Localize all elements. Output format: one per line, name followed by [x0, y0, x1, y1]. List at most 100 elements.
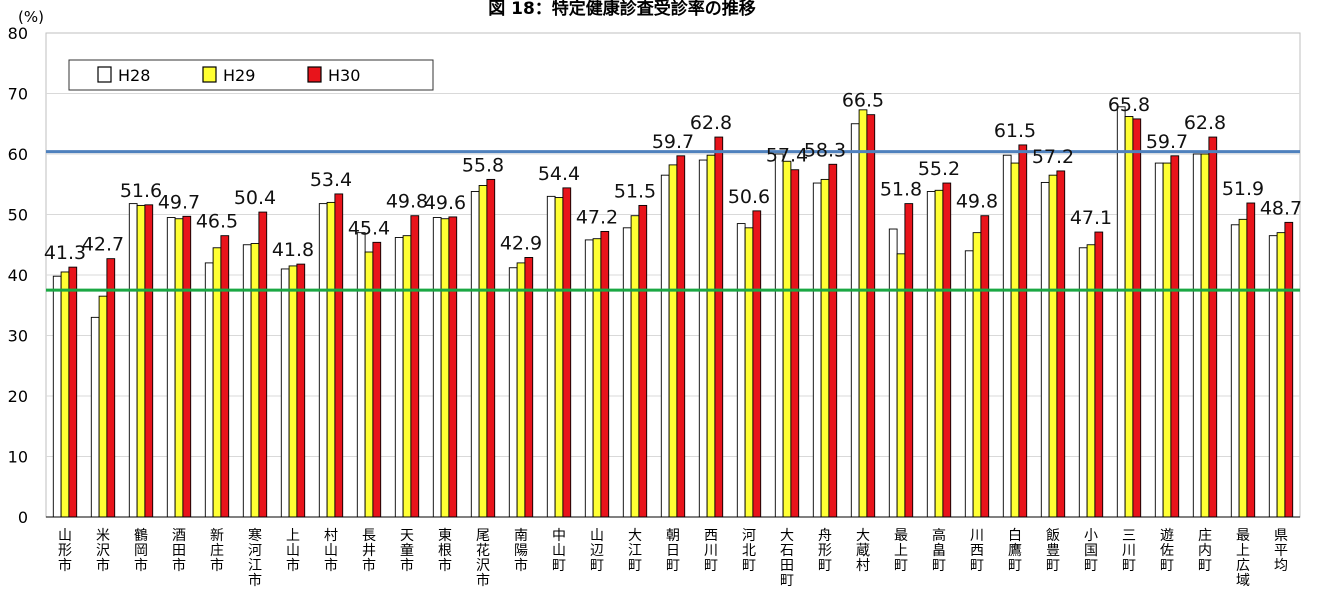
bar-H30-遊佐町: [1170, 155, 1180, 518]
data-label: 42.9: [500, 232, 542, 254]
category-label: 川西町: [970, 528, 984, 574]
data-label: 57.4: [766, 145, 808, 167]
bar-H29-新庄市: [212, 247, 222, 518]
data-label: 51.5: [614, 180, 656, 202]
bar-H28-寒河江市: [242, 244, 252, 518]
bar-H30-中山町: [562, 187, 572, 518]
bar-H28-大石田町: [774, 153, 784, 518]
data-label: 49.6: [424, 192, 466, 214]
category-label: 三川町: [1122, 528, 1136, 574]
category-label: 河北町: [742, 528, 756, 574]
bar-H28-山辺町: [584, 239, 594, 518]
category-label: 山辺町: [590, 528, 604, 574]
category-label: 小国町: [1084, 528, 1098, 574]
bar-H29-大江町: [630, 215, 640, 518]
bar-H30-大石田町: [790, 169, 800, 518]
bar-H28-大蔵村: [850, 123, 860, 518]
bar-H30-舟形町: [828, 163, 838, 518]
data-label: 62.8: [1184, 112, 1226, 134]
bars-group: [52, 106, 1294, 518]
bar-H30-大蔵村: [866, 114, 876, 518]
bar-H29-鶴岡市: [136, 204, 146, 518]
bar-H29-朝日町: [668, 164, 678, 518]
bar-H28-大江町: [622, 227, 632, 518]
bar-H28-山形市: [52, 275, 62, 518]
bar-H28-上山市: [280, 268, 290, 518]
category-label: 酒田市: [172, 528, 186, 574]
category-label: 上山市: [286, 528, 300, 574]
bar-H30-白鷹町: [1018, 144, 1028, 518]
data-label: 54.4: [538, 163, 580, 185]
category-label: 県平均: [1274, 528, 1288, 574]
data-label: 53.4: [310, 169, 352, 191]
legend-swatch-H29: [202, 66, 217, 83]
bar-H30-最上町: [904, 203, 914, 518]
bar-H30-飯豊町: [1056, 170, 1066, 518]
bar-H28-鶴岡市: [128, 203, 138, 518]
bar-H29-大石田町: [782, 160, 792, 518]
data-label: 42.7: [82, 234, 124, 256]
bar-H29-遊佐町: [1162, 162, 1172, 518]
data-label: 46.5: [196, 211, 238, 233]
bar-H30-大江町: [638, 204, 648, 518]
category-label: 山形市: [58, 528, 72, 574]
bar-H29-白鷹町: [1010, 162, 1020, 518]
data-label: 66.5: [842, 90, 884, 112]
data-label: 49.7: [158, 191, 200, 213]
bar-H28-村山市: [318, 203, 328, 518]
bar-H29-尾花沢市: [478, 185, 488, 518]
bar-H30-山辺町: [600, 230, 610, 518]
bar-H29-舟形町: [820, 178, 830, 518]
bar-H29-高畠町: [934, 189, 944, 518]
bar-H30-県平均: [1284, 221, 1294, 518]
bar-H30-最上広域: [1246, 202, 1256, 518]
category-label: 米沢市: [96, 528, 110, 574]
legend-label: H28: [118, 66, 150, 85]
category-label: 舟形町: [818, 528, 832, 574]
bar-H30-天童市: [410, 215, 420, 518]
data-label: 41.3: [44, 242, 86, 264]
legend-swatch-H30: [307, 66, 322, 83]
category-label: 村山市: [324, 528, 338, 574]
legend: H28 H29 H30: [68, 59, 434, 91]
data-label: 59.7: [652, 131, 694, 153]
bar-H28-天童市: [394, 237, 404, 518]
bar-H28-最上町: [888, 228, 898, 518]
bar-H29-大蔵村: [858, 109, 868, 518]
legend-label: H30: [328, 66, 360, 85]
bar-H29-最上町: [896, 253, 906, 518]
data-label: 57.2: [1032, 146, 1074, 168]
bar-H30-村山市: [334, 193, 344, 518]
bar-H30-山形市: [68, 266, 78, 518]
bar-H29-天童市: [402, 235, 412, 518]
data-labels: 41.342.7 51.649.746.550.4 41.8 53.4 45.4 49.8…: [44, 90, 1302, 264]
category-label: 鶴岡市: [134, 527, 148, 574]
bar-H28-南陽市: [508, 267, 518, 518]
data-label: 51.6: [120, 180, 162, 202]
bar-H29-山形市: [60, 271, 70, 518]
category-label: 南陽市: [514, 528, 528, 574]
bar-H28-長井市: [356, 232, 366, 518]
bar-H28-酒田市: [166, 217, 176, 518]
data-label: 41.8: [272, 239, 314, 261]
category-label: 中山町: [552, 528, 566, 574]
y-tick-label: 80: [8, 24, 28, 43]
legend-box: [68, 59, 434, 91]
category-label: 東根市: [438, 528, 452, 574]
category-label: 最上広域: [1236, 528, 1250, 589]
data-label: 45.4: [348, 217, 390, 239]
y-tick-label: 30: [8, 327, 28, 346]
y-tick-label: 10: [8, 448, 28, 467]
data-label: 61.5: [994, 120, 1036, 142]
bar-H30-新庄市: [220, 235, 230, 518]
bar-H30-上山市: [296, 263, 306, 518]
category-label: 飯豊町: [1046, 527, 1060, 574]
category-labels: 山形市 米沢市 鶴岡市 酒田市 新庄市 寒河江市 上山市 村山市 長井市 天童市 東根市 尾花沢市 南陽…: [58, 527, 1288, 589]
data-label: 47.1: [1070, 207, 1112, 229]
bar-H28-米沢市: [90, 316, 100, 518]
category-label: 大石田町: [780, 528, 794, 589]
y-axis-ticks: 0 10 20 30 40 50 60 70 80: [8, 24, 28, 527]
bar-H28-三川町: [1116, 106, 1126, 518]
category-label: 高畠町: [932, 527, 946, 574]
